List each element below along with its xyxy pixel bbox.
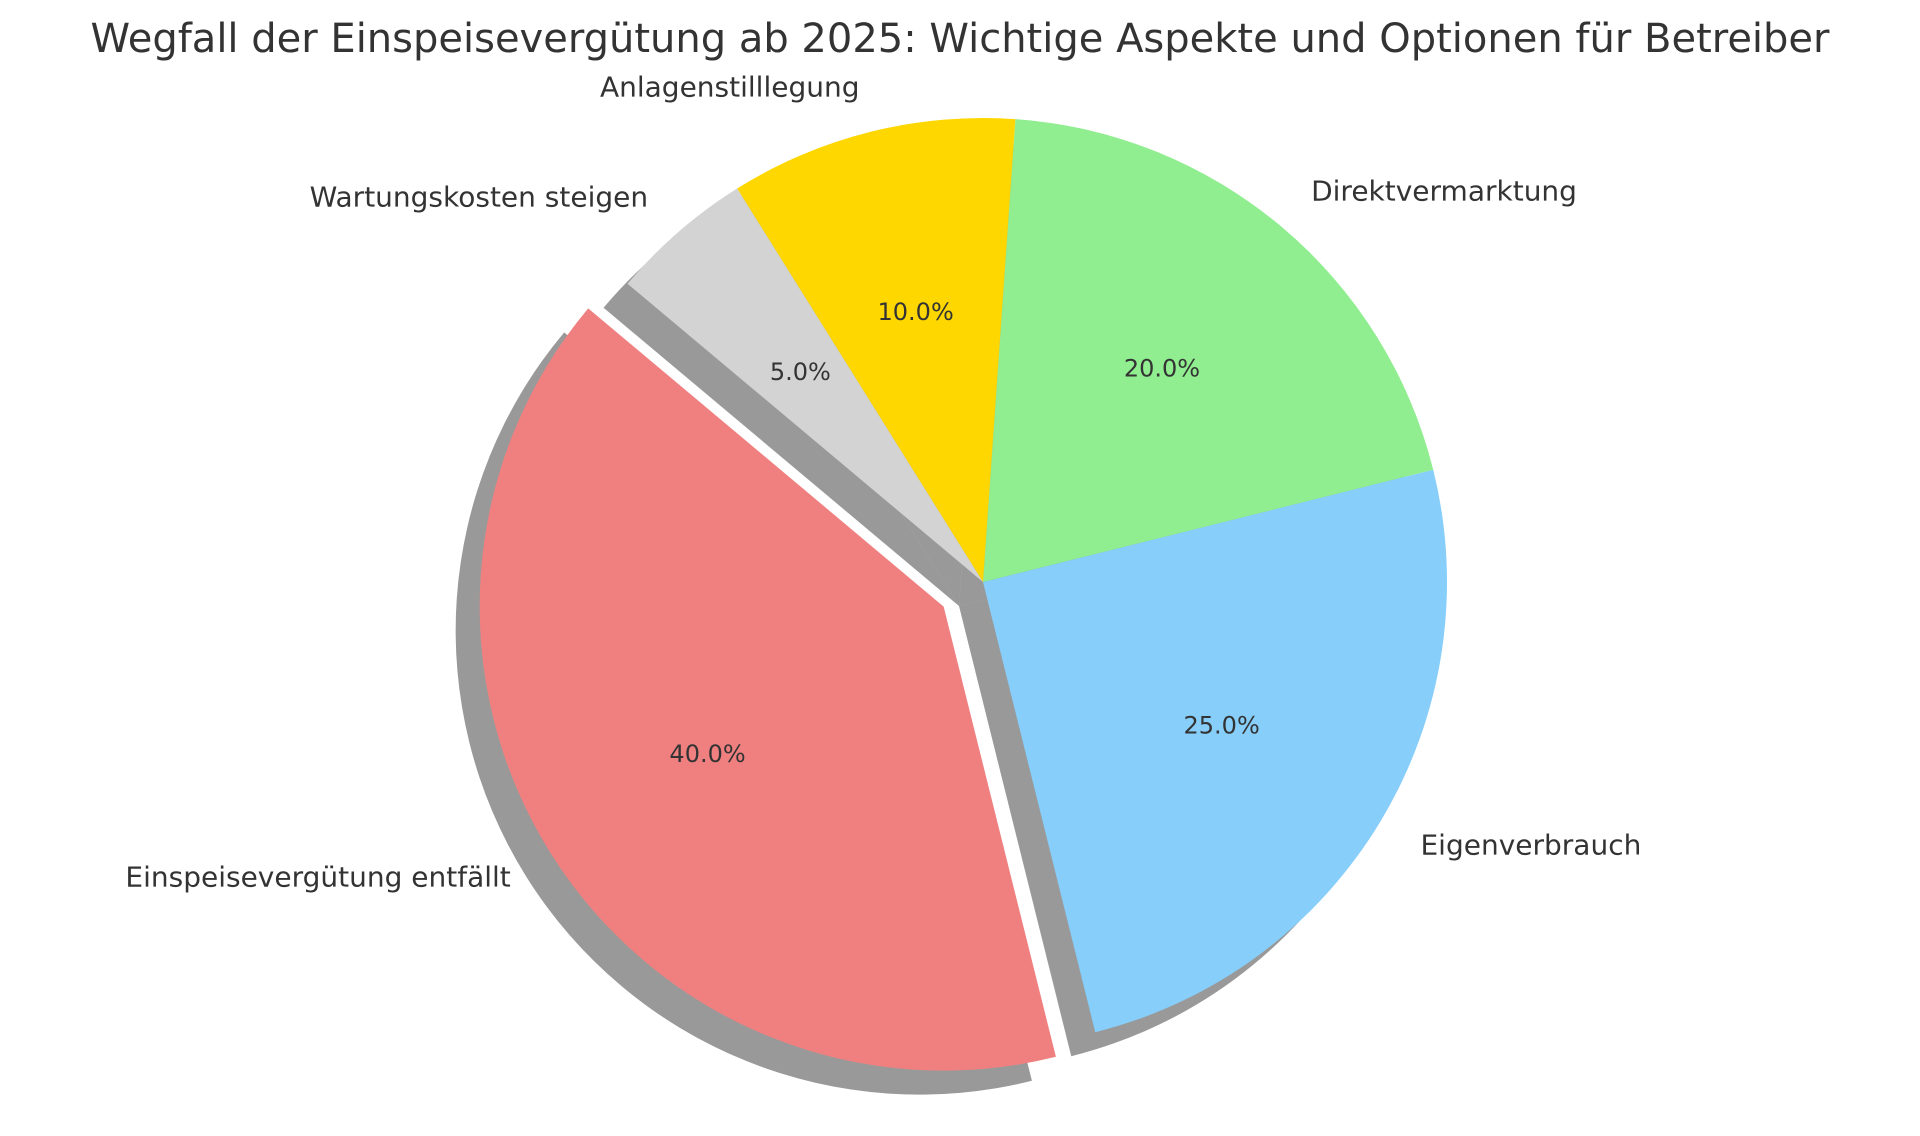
percent-label-eigenverbrauch: 25.0% xyxy=(1184,711,1260,739)
slice-label-einspeisevergutung-entfallt: Einspeisevergütung entfällt xyxy=(125,861,510,894)
chart-title: Wegfall der Einspeisevergütung ab 2025: … xyxy=(91,16,1831,62)
percent-label-wartungskosten-steigen: 5.0% xyxy=(770,358,831,386)
slice-label-direktvermarktung: Direktvermarktung xyxy=(1311,175,1577,208)
slice-label-eigenverbrauch: Eigenverbrauch xyxy=(1420,828,1641,861)
slice-label-wartungskosten-steigen: Wartungskosten steigen xyxy=(310,180,649,213)
slice-wartungskosten-steigen xyxy=(627,188,983,582)
slice-labels: Einspeisevergütung entfällt Eigenverbrauc… xyxy=(125,70,1641,893)
percent-label-direktvermarktung: 20.0% xyxy=(1124,355,1200,383)
slice-label-anlagenstilllegung: Anlagenstilllegung xyxy=(600,70,860,103)
pie-slices xyxy=(479,118,1447,1071)
percent-label-anlagenstilllegung: 10.0% xyxy=(878,298,954,326)
slice-direktvermarktung xyxy=(983,119,1434,582)
slice-eigenverbrauch xyxy=(983,469,1447,1033)
percent-label-einspeisevergutung-entfallt: 40.0% xyxy=(669,740,745,768)
slice-anlagenstilllegung xyxy=(737,118,1016,582)
percent-labels: 40.0% 25.0% 20.0% 10.0% 5.0% xyxy=(669,298,1259,768)
slice-einspeisevergutung-entfallt xyxy=(479,308,1056,1071)
